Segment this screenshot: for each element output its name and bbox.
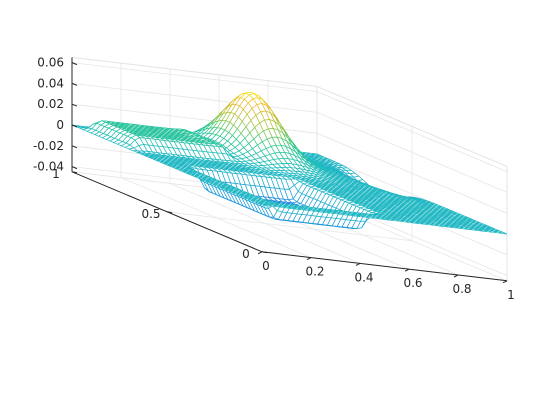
y-tick-mark: [166, 211, 173, 214]
box-edge: [316, 85, 508, 167]
z-tick-mark: [71, 62, 78, 66]
x-axis-line: [261, 251, 508, 282]
z-tick-mark: [71, 166, 78, 170]
x-tick-mark: [502, 280, 508, 284]
z-tick-label: 0.04: [37, 76, 64, 90]
y-grid-line: [166, 126, 413, 242]
x-tick-mark: [355, 262, 361, 266]
x-tick-label: 0.8: [452, 282, 471, 296]
x-tick-mark: [453, 274, 459, 278]
z-tick-mark: [71, 103, 78, 107]
y-tick-mark: [261, 251, 268, 254]
y-tick-label: 0: [242, 247, 250, 261]
box-edge: [71, 56, 318, 87]
z-tick-label: 0.06: [37, 56, 64, 70]
x-tick-label: 0.4: [354, 270, 373, 284]
z-tick-mark: [71, 145, 78, 149]
z-tick-mark: [71, 124, 78, 128]
y-tick-label: 0.5: [141, 207, 160, 221]
x-tick-label: 0: [262, 259, 270, 273]
y-tick-mark: [71, 171, 78, 174]
x-tick-label: 0.6: [403, 276, 422, 290]
y-tick-label: 1: [52, 167, 60, 181]
axes-layer: [71, 57, 508, 284]
z-tick-mark: [71, 82, 78, 86]
z-tick-label: -0.04: [33, 160, 64, 174]
x-tick-mark: [257, 251, 263, 255]
x-tick-mark: [404, 268, 410, 272]
z-tick-label: 0.02: [37, 97, 64, 111]
x-tick-label: 1: [507, 288, 515, 302]
x-tick-mark: [306, 257, 312, 261]
surface-mesh: [71, 91, 508, 235]
z-tick-label: 0: [56, 118, 64, 132]
z-tick-label: -0.02: [33, 139, 64, 153]
x-tick-label: 0.2: [305, 265, 324, 279]
surface-cell: [498, 231, 508, 235]
tick-labels: 0 0.2 0.4 0.6 0.8 100.51-0.04-0.0200.020.040.…: [33, 56, 515, 302]
